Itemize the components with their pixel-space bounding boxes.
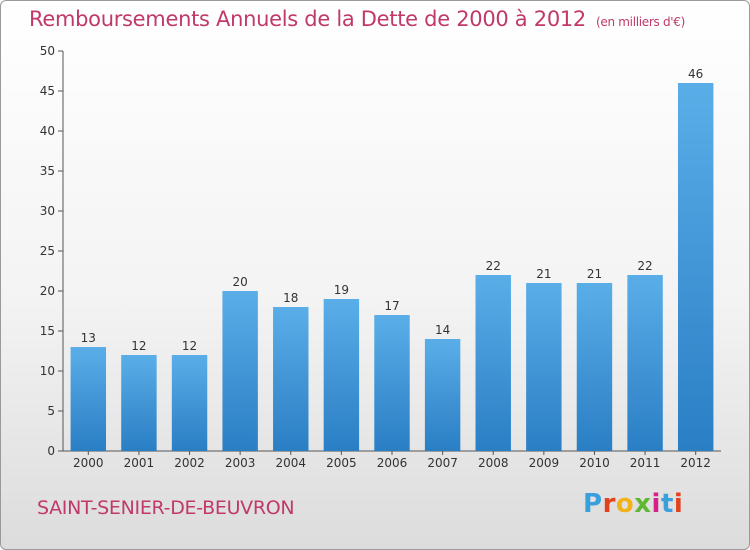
- bar: [171, 355, 208, 451]
- x-tick-label: 2005: [326, 456, 357, 470]
- bar: [70, 347, 107, 451]
- plot-area: 0 5 10 15 20 25 30 35 40 45 50 2000 13 2001 12 2002 12 20…: [40, 44, 721, 470]
- logo-letter: i: [651, 489, 661, 519]
- y-tick-label: 5: [47, 404, 55, 418]
- data-label: 12: [182, 339, 197, 353]
- y-tick-label: 35: [40, 164, 55, 178]
- x-tick-label: 2011: [630, 456, 661, 470]
- bar-chart: 0 5 10 15 20 25 30 35 40 45 50 2000 13 2001 12 2002 12 20…: [40, 44, 721, 470]
- bar: [475, 275, 511, 451]
- bar: [273, 307, 309, 451]
- y-tick-label: 20: [40, 284, 55, 298]
- logo-letter: r: [602, 489, 616, 519]
- logo-letter: t: [660, 489, 674, 519]
- data-label: 17: [384, 299, 399, 313]
- x-tick-label: 2009: [529, 456, 560, 470]
- x-tick-label: 2006: [377, 456, 408, 470]
- bar: [677, 83, 714, 451]
- chart-title: Remboursements Annuels de la Dette de 20…: [29, 7, 685, 31]
- y-tick-label: 40: [40, 124, 55, 138]
- bar: [323, 299, 360, 451]
- x-tick-label: 2012: [680, 456, 711, 470]
- bar: [576, 283, 613, 451]
- data-label: 18: [283, 291, 298, 305]
- y-tick-label: 50: [40, 44, 55, 58]
- y-tick-label: 45: [40, 84, 55, 98]
- proxiti-logo: Proxiti: [583, 489, 683, 519]
- bar: [424, 339, 461, 451]
- bar: [222, 291, 258, 451]
- logo-letter: o: [615, 489, 635, 519]
- x-tick-label: 2003: [225, 456, 256, 470]
- bar: [121, 355, 157, 451]
- bar: [374, 315, 410, 451]
- y-tick-label: 10: [40, 364, 55, 378]
- data-label: 46: [688, 67, 703, 81]
- y-tick-label: 15: [40, 324, 55, 338]
- data-label: 21: [587, 267, 602, 281]
- y-tick-label: 25: [40, 244, 55, 258]
- logo-letter: x: [634, 489, 652, 519]
- data-label: 14: [435, 323, 450, 337]
- x-tick-label: 2002: [174, 456, 205, 470]
- data-label: 21: [536, 267, 551, 281]
- data-label: 22: [637, 259, 652, 273]
- logo-letter: i: [673, 489, 684, 519]
- y-tick-label: 0: [47, 444, 55, 458]
- x-tick-label: 2008: [478, 456, 509, 470]
- data-label: 22: [486, 259, 501, 273]
- x-tick-label: 2007: [427, 456, 458, 470]
- chart-title-text: Remboursements Annuels de la Dette de 20…: [29, 7, 586, 31]
- data-label: 19: [334, 283, 349, 297]
- bar: [526, 283, 562, 451]
- logo-letter: P: [583, 489, 603, 519]
- data-label: 13: [81, 331, 96, 345]
- x-tick-label: 2010: [579, 456, 610, 470]
- chart-unit: (en milliers d'€): [596, 15, 686, 29]
- data-label: 12: [131, 339, 146, 353]
- y-tick-label: 30: [40, 204, 55, 218]
- x-tick-label: 2001: [124, 456, 155, 470]
- x-tick-label: 2004: [275, 456, 306, 470]
- commune-name: SAINT-SENIER-DE-BEUVRON: [37, 497, 295, 519]
- data-label: 20: [233, 275, 248, 289]
- x-tick-label: 2000: [73, 456, 104, 470]
- bar: [627, 275, 663, 451]
